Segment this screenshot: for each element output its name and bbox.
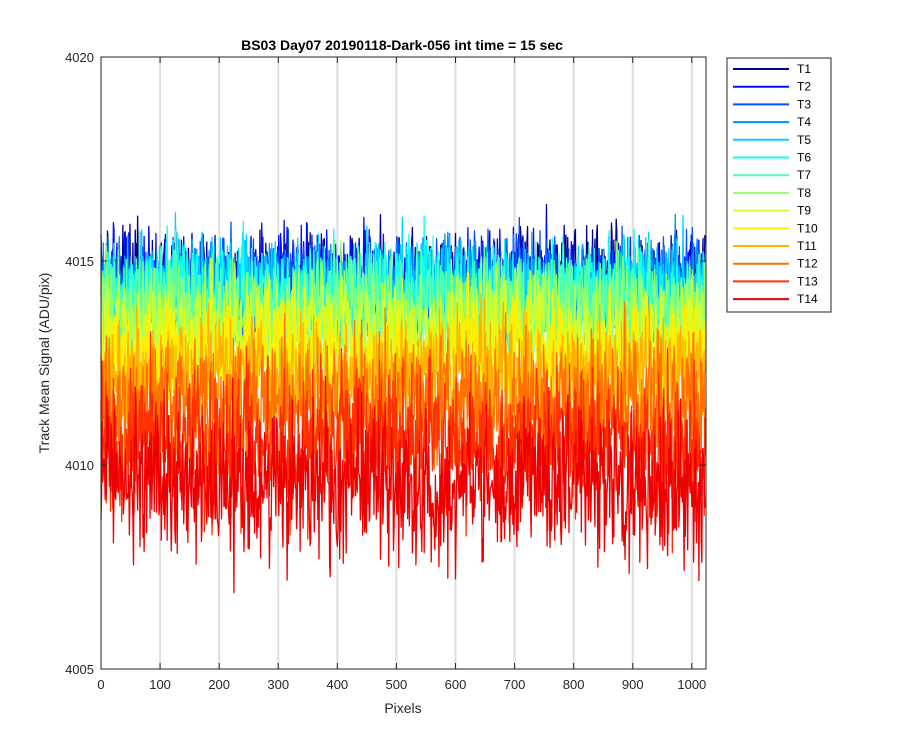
x-tick-label: 500 <box>386 677 408 692</box>
legend: T1 T2 T3 T4 T5 T6 T7 T8 T9 T10 T11 T12 T13 T14 <box>726 57 832 313</box>
x-tick-label: 200 <box>208 677 230 692</box>
y-tick-label: 4015 <box>65 254 94 269</box>
legend-label-t7: T7 <box>797 168 811 182</box>
legend-label-t4: T4 <box>797 115 811 129</box>
legend-label-t2: T2 <box>797 80 811 94</box>
y-tick-label: 4020 <box>65 50 94 65</box>
legend-label-t8: T8 <box>797 186 811 200</box>
legend-label-t1: T1 <box>797 62 811 76</box>
y-axis-label: Track Mean Signal (ADU/pix) <box>36 273 52 454</box>
y-tick-label: 4010 <box>65 458 94 473</box>
x-tick-label: 1000 <box>677 677 706 692</box>
chart-title: BS03 Day07 20190118-Dark-056 int time = … <box>241 37 563 53</box>
legend-label-t3: T3 <box>797 97 811 111</box>
x-tick-label: 800 <box>563 677 585 692</box>
series-layer <box>100 203 707 594</box>
legend-label-t14: T14 <box>797 292 818 306</box>
y-tick-label: 4005 <box>65 662 94 677</box>
x-tick-label: 100 <box>149 677 171 692</box>
x-tick-label: 900 <box>622 677 644 692</box>
legend-label-t9: T9 <box>797 204 811 218</box>
x-tick-label: 400 <box>326 677 348 692</box>
axes-box <box>100 56 707 670</box>
x-tick-label: 300 <box>267 677 289 692</box>
legend-label-t12: T12 <box>797 257 818 271</box>
series-line-t14 <box>100 376 706 594</box>
x-tick-label: 0 <box>97 677 104 692</box>
x-tick-label: 600 <box>445 677 467 692</box>
legend-label-t6: T6 <box>797 151 811 165</box>
x-axis-label: Pixels <box>384 700 421 716</box>
tick-layer: 0 100 200 300 400 500 600 700 800 900 1000 4005 4010… <box>65 50 706 692</box>
legend-items: T1 T2 T3 T4 T5 T6 T7 T8 T9 T10 T11 T12 T13 T14 <box>733 62 818 306</box>
legend-label-t10: T10 <box>797 221 818 235</box>
x-tick-label: 700 <box>504 677 526 692</box>
legend-box <box>726 57 832 313</box>
series-line-t13 <box>100 331 707 554</box>
legend-label-t11: T11 <box>797 239 817 253</box>
legend-label-t5: T5 <box>797 133 811 147</box>
legend-label-t13: T13 <box>797 274 818 288</box>
